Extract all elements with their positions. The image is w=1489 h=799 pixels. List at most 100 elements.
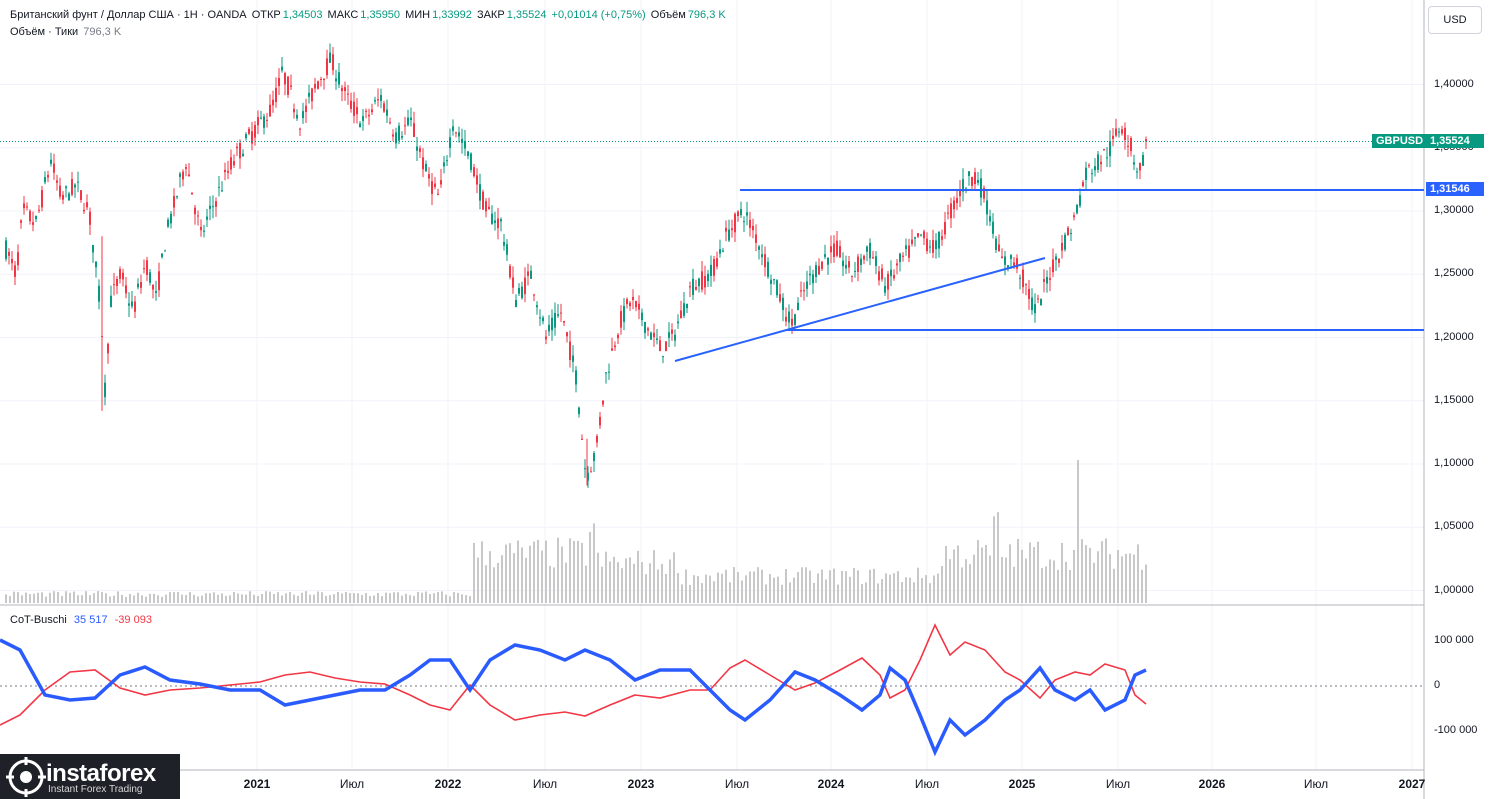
volume-bar [1073,549,1075,603]
candle-body [1055,256,1057,260]
candle-body [1028,288,1030,300]
volume-bar [365,593,367,603]
candle-body [104,382,106,398]
volume-bar [249,591,251,603]
volume-bar [57,591,59,603]
time-tick: Июл [1105,777,1131,791]
currency-button[interactable]: USD [1428,6,1482,34]
candle-body [1034,304,1036,314]
candle-body [590,471,592,473]
volume-bar [209,593,211,603]
volume-bar [785,569,787,603]
candle-body [167,219,169,227]
candle-body [1010,255,1012,259]
price-tick: 1,15000 [1434,393,1474,406]
candle-body [752,225,754,231]
time-tick: 2023 [627,777,655,791]
candle-body [269,104,271,117]
volume-bar [813,582,815,603]
time-tick: Июл [1303,777,1329,791]
candle-body [446,160,448,162]
candle-body [650,332,652,340]
volume-bar [417,591,419,603]
volume-bar [717,572,719,603]
volume-bar [29,594,31,603]
grid [0,0,1424,770]
volume-bar [169,592,171,603]
price-tick: 1,05000 [1434,520,1474,533]
volume-bar [1069,569,1071,603]
candle-body [740,209,742,216]
volume-bar [821,569,823,603]
candle-body [488,206,490,210]
candle-body [860,258,862,265]
candle-body [1106,157,1108,159]
candle-body [254,124,256,138]
volume-bar [781,584,783,603]
candle-body [1109,141,1111,157]
volume-bar [197,596,199,603]
candle-body [1091,173,1093,175]
candle-body [482,191,484,210]
volume-bar [1025,558,1027,603]
cot-indicator-name[interactable]: CoT-Buschi [10,614,67,626]
candle-body [221,190,223,192]
candle-body [584,468,586,470]
volume-bar [173,592,175,603]
candle-body [521,286,523,299]
volume-bar [501,555,503,603]
volume-bar [253,594,255,603]
volume-bar [105,593,107,603]
volume-bar [257,595,259,603]
low-value: 1,33992 [432,9,472,21]
candle-body [596,435,598,443]
candle-body [956,198,958,203]
volume-bar [657,569,659,603]
candle-body [326,58,328,76]
candle-body [161,253,163,258]
candlesticks [5,43,1147,488]
candle-body [803,290,805,292]
candle-body [479,184,481,201]
candle-body [1094,166,1096,171]
candle-body [155,291,157,294]
candle-body [107,343,109,354]
candle-body [419,148,421,152]
candle-body [1145,139,1147,142]
candle-body [695,286,697,290]
logo-icon [6,757,46,797]
volume-bar [93,593,95,603]
candle-body [917,233,919,237]
candle-body [344,87,346,92]
candle-body [1097,154,1099,170]
trendline[interactable] [674,257,1046,362]
candle-body [362,116,364,121]
volume-bar [461,594,463,603]
candle-body [323,78,325,81]
volume-bar [861,584,863,603]
volume-bar [593,523,595,603]
volume-bar [1037,541,1039,603]
candle-body [935,240,937,250]
symbol-title[interactable]: Британский фунт / Доллар США · 1Н · OAND… [10,9,247,21]
volume-indicator-label[interactable]: Объём · Тики [10,26,79,38]
candle-body [722,250,724,252]
candle-body [1085,167,1087,180]
candle-body [89,211,91,225]
candle-body [347,93,349,95]
volume-bar [541,550,543,603]
candle-body [848,261,850,268]
volume-bar [505,544,507,603]
candle-body [611,348,613,351]
volume-bar [321,592,323,603]
candle-body [422,157,424,170]
candle-body [176,196,178,198]
level-price-tag: 1,31546 [1426,182,1484,196]
volume-bar [469,596,471,603]
candle-body [806,281,808,289]
volume-bar [601,566,603,603]
time-tick: 2027 [1398,777,1426,791]
candle-body [557,314,559,316]
candle-body [782,297,784,311]
